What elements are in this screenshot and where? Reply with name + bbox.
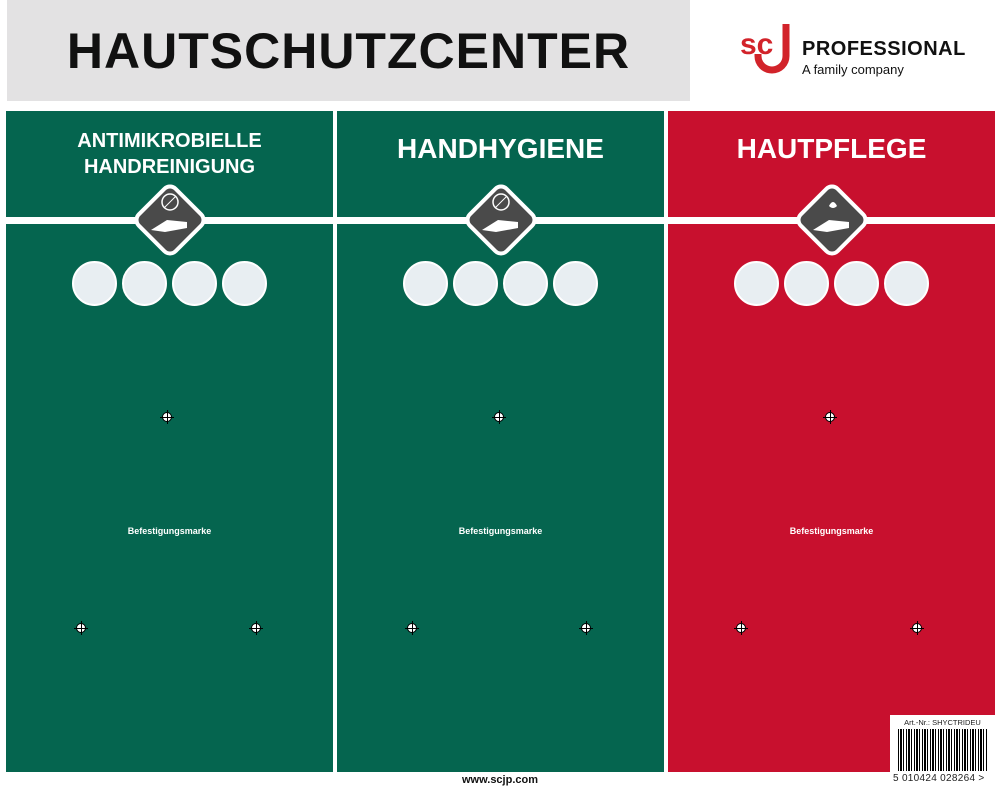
mount-marker — [160, 410, 174, 424]
title-banner: HAUTSCHUTZCENTER — [7, 0, 690, 101]
article-number: Art.-Nr.: SHYCTRIDEU — [904, 718, 981, 727]
website-link[interactable]: www.scjp.com — [462, 774, 539, 786]
hand-soap-icon — [403, 261, 448, 306]
mount-marker — [823, 410, 837, 424]
hand-rub-icon — [172, 261, 217, 306]
hand-icon — [150, 193, 187, 232]
hand-clasp-icon — [503, 261, 548, 306]
marker-label: Befestigungsmarke — [127, 526, 212, 536]
hand-clasp-icon — [884, 261, 929, 306]
hand-cream-icon — [734, 261, 779, 306]
barcode-number: 5 010424 028264 > — [893, 773, 985, 784]
hand-wet-icon — [72, 261, 117, 306]
hand-spread-icon — [834, 261, 879, 306]
hand-soap-icon — [122, 261, 167, 306]
mount-marker — [579, 621, 593, 635]
mount-marker — [74, 621, 88, 635]
hand-icon — [481, 193, 518, 232]
marker-label: Befestigungsmarke — [458, 526, 543, 536]
mount-marker — [405, 621, 419, 635]
hand-rinse-icon — [553, 261, 598, 306]
marker-label: Befestigungsmarke — [789, 526, 874, 536]
hand-icon — [812, 202, 849, 232]
logo-tagline: A family company — [802, 62, 904, 77]
logo-name: PROFESSIONAL — [802, 38, 966, 60]
page-title: HAUTSCHUTZCENTER — [66, 22, 631, 79]
panel-title: HANDHYGIENE — [397, 133, 604, 164]
panel-antimikrobielle: ANTIMIKROBIELLE HANDREINIGUNG Befestigun… — [6, 111, 333, 772]
hand-rub-icon — [453, 261, 498, 306]
hand-rinse-icon — [222, 261, 267, 306]
mount-marker — [734, 621, 748, 635]
barcode-label: Art.-Nr.: SHYCTRIDEU 5 010424 028264 > — [890, 715, 995, 790]
panel-handhygiene: HANDHYGIENE Befestigungsmarke — [337, 111, 664, 772]
panel-hautpflege: HAUTPFLEGE Befestigungsmarke — [668, 111, 995, 772]
mount-marker — [249, 621, 263, 635]
barcode — [898, 729, 987, 771]
hand-rub-icon — [784, 261, 829, 306]
scj-logo: sc PROFESSIONAL A family company — [740, 24, 980, 80]
panel-title: HAUTPFLEGE — [736, 133, 927, 164]
panel-title: ANTIMIKROBIELLE HANDREINIGUNG — [77, 130, 262, 178]
mount-marker — [492, 410, 506, 424]
mount-marker — [910, 621, 924, 635]
scj-logo-mark: sc — [740, 24, 790, 74]
